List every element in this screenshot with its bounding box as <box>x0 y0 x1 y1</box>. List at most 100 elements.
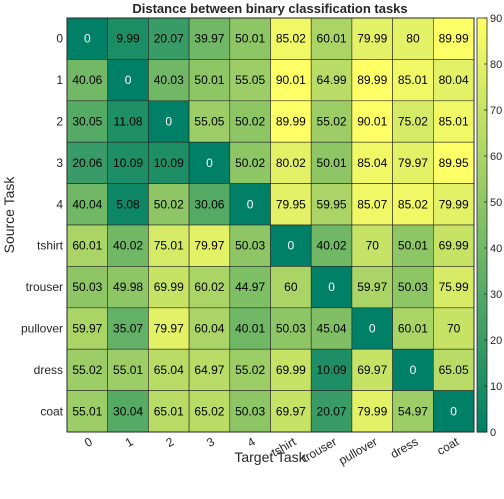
y-tick-label: 0 <box>56 32 63 46</box>
colorbar-segment <box>477 399 487 405</box>
colorbar-segment <box>477 312 487 318</box>
colorbar-segment <box>477 404 487 410</box>
cell-value-label: 10.09 <box>154 156 184 170</box>
colorbar-tick-label: 40 <box>490 243 502 255</box>
colorbar-segment <box>477 238 487 244</box>
colorbar-segment <box>477 298 487 304</box>
cell-value-label: 79.99 <box>357 32 387 46</box>
colorbar-segment <box>477 36 487 42</box>
heatmap-cell <box>188 266 231 309</box>
heatmap-cell <box>229 307 271 350</box>
heatmap-cell <box>351 390 393 433</box>
cell-value-label: 70 <box>366 239 380 253</box>
heatmap-cell <box>351 183 393 226</box>
heatmap-cell <box>107 59 149 102</box>
heatmap-cell <box>148 307 190 350</box>
colorbar-tick-label: 50 <box>490 197 502 209</box>
cell-value-label: 20.07 <box>317 404 347 418</box>
colorbar-segment <box>477 123 487 129</box>
colorbar-segment <box>477 225 487 231</box>
colorbar-segment <box>477 82 487 88</box>
cell-value-label: 54.97 <box>398 404 428 418</box>
y-axis-label: Source Task <box>1 176 17 254</box>
cell-value-label: 40.01 <box>235 322 265 336</box>
colorbar-segment <box>477 119 487 125</box>
cell-value-label: 50.02 <box>235 156 265 170</box>
cell-value-label: 30.05 <box>72 115 102 129</box>
colorbar-segment <box>477 261 487 267</box>
cell-value-label: 69.99 <box>276 363 306 377</box>
cell-value-label: 79.95 <box>276 197 306 211</box>
colorbar-segment <box>477 422 487 428</box>
colorbar-segment <box>477 77 487 83</box>
colorbar-segment <box>477 307 487 313</box>
heatmap-cell <box>310 348 353 391</box>
cell-value-label: 90.01 <box>357 115 387 129</box>
colorbar-tick-label: 60 <box>490 151 502 163</box>
colorbar-segment <box>477 110 487 116</box>
cell-value-label: 44.97 <box>235 280 265 294</box>
cell-value-label: 35.07 <box>113 322 143 336</box>
cell-value-label: 85.04 <box>357 156 387 170</box>
cell-value-label: 20.07 <box>154 32 184 46</box>
cell-value-label: 79.99 <box>357 404 387 418</box>
colorbar-segment <box>477 330 487 336</box>
colorbar-segment <box>477 105 487 111</box>
colorbar-frame <box>476 17 488 433</box>
cell-value-label: 0 <box>84 32 91 46</box>
cell-value-label: 50.03 <box>72 280 102 294</box>
heatmap-cell <box>432 307 475 350</box>
colorbar-segment <box>477 349 487 355</box>
cell-value-label: 85.02 <box>398 197 428 211</box>
heatmap-cell <box>310 266 353 309</box>
heatmap-cell <box>432 224 475 267</box>
cell-value-label: 80.04 <box>439 73 469 87</box>
heatmap-cell <box>229 266 271 309</box>
heatmap-cell <box>229 390 271 433</box>
heatmap-cell <box>148 348 190 391</box>
colorbar-segment <box>477 280 487 286</box>
cell-value-label: 50.02 <box>235 115 265 129</box>
colorbar-tick-label: 70 <box>490 105 502 117</box>
cell-value-label: 55.02 <box>317 115 347 129</box>
heatmap-cell <box>270 307 312 350</box>
heatmap-cell <box>107 266 149 309</box>
heatmap-cell <box>188 224 231 267</box>
colorbar-segment <box>477 294 487 300</box>
colorbar-segment <box>477 427 487 433</box>
cell-value-label: 5.08 <box>116 197 140 211</box>
colorbar-segment <box>477 27 487 33</box>
cell-value-label: 65.01 <box>154 404 184 418</box>
heatmap-cell <box>270 100 312 143</box>
colorbar-segment <box>477 321 487 327</box>
heatmap-cell <box>188 100 231 143</box>
colorbar-segment <box>477 197 487 203</box>
heatmap-cell <box>107 348 149 391</box>
cell-value-label: 0 <box>328 280 335 294</box>
colorbar-segment <box>477 413 487 419</box>
colorbar-segment <box>477 202 487 208</box>
heatmap-cell <box>392 224 434 267</box>
heatmap-cell <box>351 224 393 267</box>
cell-value-label: 60.01 <box>398 322 428 336</box>
cell-value-label: 85.01 <box>439 115 469 129</box>
colorbar-segment <box>477 229 487 235</box>
heatmap-cell <box>229 59 271 102</box>
cell-value-label: 80 <box>406 32 420 46</box>
colorbar-segment <box>477 151 487 157</box>
cell-value-label: 39.97 <box>194 32 224 46</box>
colorbar-segment <box>477 220 487 226</box>
heatmap-cell <box>310 141 353 184</box>
colorbar-segment <box>477 128 487 134</box>
cell-value-label: 85.01 <box>398 73 428 87</box>
heatmap-cell <box>392 307 434 350</box>
colorbar-segment <box>477 409 487 415</box>
colorbar-segment <box>477 50 487 56</box>
colorbar-segment <box>477 188 487 194</box>
cell-value-label: 50.02 <box>154 197 184 211</box>
cell-value-label: 30.06 <box>194 197 224 211</box>
heatmap-cell <box>392 100 434 143</box>
cell-value-label: 60.02 <box>194 280 224 294</box>
colorbar-segment <box>477 146 487 152</box>
colorbar-segment <box>477 22 487 28</box>
